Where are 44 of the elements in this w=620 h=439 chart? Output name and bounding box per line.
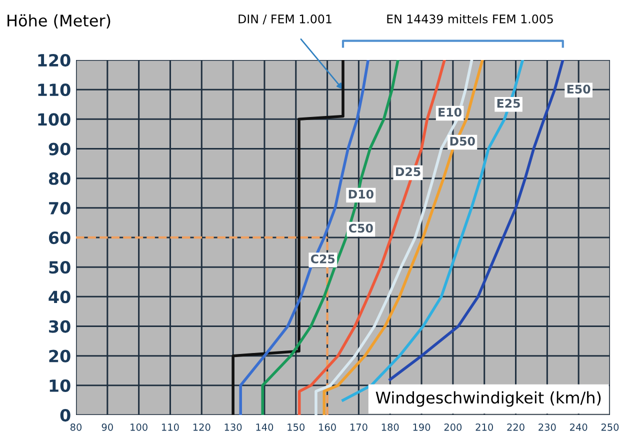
x-tick-label: 80 — [70, 424, 82, 431]
annotation: D10 — [348, 190, 374, 199]
y-tick-label: 10 — [50, 379, 70, 392]
x-tick-label: 190 — [413, 424, 430, 431]
x-tick-label: 210 — [476, 424, 493, 431]
x-tick-label: 140 — [256, 424, 274, 431]
x-tick-label: 110 — [162, 424, 179, 431]
line-series — [388, 60, 564, 381]
x-axis-title: Windgeschwindigkeit (km/h) — [376, 391, 601, 407]
x-tick-label: 120 — [193, 424, 210, 431]
x-tick-label: 90 — [102, 424, 113, 431]
annotation: E10 — [438, 108, 462, 117]
annotation: C50 — [348, 224, 373, 233]
annotation: C25 — [310, 254, 335, 264]
y-tick-label: 20 — [49, 350, 70, 362]
annotation: E25 — [497, 98, 520, 108]
y-tick-label: 100 — [38, 113, 70, 126]
y-tick-label: 50 — [49, 261, 70, 274]
x-tick-label: 150 — [288, 424, 305, 431]
y-tick-label: 80 — [48, 172, 70, 185]
y-tick-label: 0 — [60, 408, 70, 422]
y-tick-label: 70 — [49, 202, 70, 214]
annotation: D25 — [396, 167, 420, 176]
x-tick-label: 160 — [319, 424, 336, 431]
annotation: D50 — [450, 136, 475, 146]
y-tick-label: 40 — [48, 290, 70, 304]
x-tick-label: 100 — [130, 424, 148, 431]
x-tick-label: 240 — [570, 424, 588, 431]
x-tick-label: 200 — [444, 424, 462, 431]
annotation: E50 — [567, 84, 590, 94]
y-tick-label: 120 — [38, 54, 70, 67]
text: EN 14439 mittels FEM 1.005 — [387, 14, 553, 24]
x-tick-label: 230 — [538, 424, 556, 431]
x-tick-label: 220 — [507, 424, 524, 431]
x-tick-label: 180 — [382, 424, 399, 431]
x-tick-label: 170 — [350, 424, 368, 431]
y-tick-label: 30 — [49, 320, 70, 333]
y-tick-label: 90 — [48, 142, 70, 156]
y-tick-label: 60 — [48, 231, 70, 244]
y-axis-title: Höhe (Meter) — [8, 14, 110, 29]
y-tick-label: 110 — [38, 84, 70, 96]
annotation: DIN / FEM 1.001 — [238, 14, 332, 24]
x-tick-label: 250 — [601, 424, 619, 431]
x-tick-label: 130 — [224, 424, 242, 431]
